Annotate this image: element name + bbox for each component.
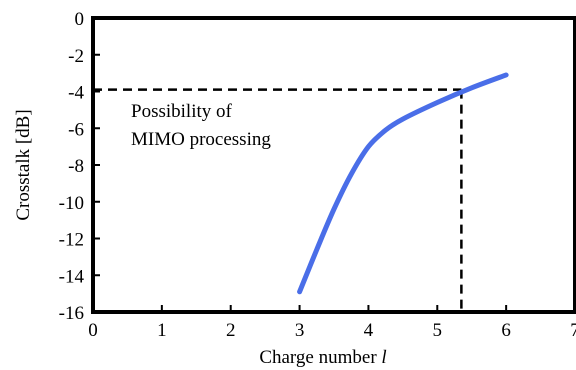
x-tick-label: 0 — [88, 320, 98, 341]
y-tick-label: -12 — [59, 230, 84, 251]
y-tick-label: -16 — [59, 303, 84, 324]
x-tick-label: 1 — [157, 320, 167, 341]
annotation-line2: MIMO processing — [131, 129, 271, 150]
y-tick-label: -4 — [68, 83, 84, 104]
plot-frame — [91, 16, 576, 314]
y-tick-label: -14 — [59, 266, 85, 287]
x-tick-label: 7 — [570, 320, 576, 341]
y-axis-title: Crosstalk [dB] — [13, 109, 34, 220]
series-line — [297, 72, 509, 295]
x-tick-label: 2 — [226, 320, 236, 341]
series-layer — [297, 72, 509, 295]
x-tick-label: 4 — [364, 320, 374, 341]
annotation-line1: Possibility of — [131, 101, 232, 122]
x-axis-title-symbol: l — [381, 347, 386, 368]
y-tick-label: 0 — [75, 9, 85, 30]
x-tick-label: 3 — [295, 320, 305, 341]
x-tick-group: 0 1 2 3 4 5 6 7 — [88, 305, 576, 341]
x-axis-title: Charge number l — [259, 347, 386, 368]
x-tick-label: 5 — [433, 320, 443, 341]
y-tick-label: -6 — [68, 119, 84, 140]
y-tick-label: -2 — [68, 46, 84, 67]
y-tick-label: -10 — [59, 193, 84, 214]
x-tick-label: 6 — [501, 320, 511, 341]
y-tick-group: 0 -2 -4 -6 -8 -10 -12 -14 -16 — [59, 9, 100, 324]
reference-lines — [93, 88, 463, 312]
x-axis-title-text: Charge number — [259, 347, 377, 368]
y-tick-label: -8 — [68, 156, 84, 177]
